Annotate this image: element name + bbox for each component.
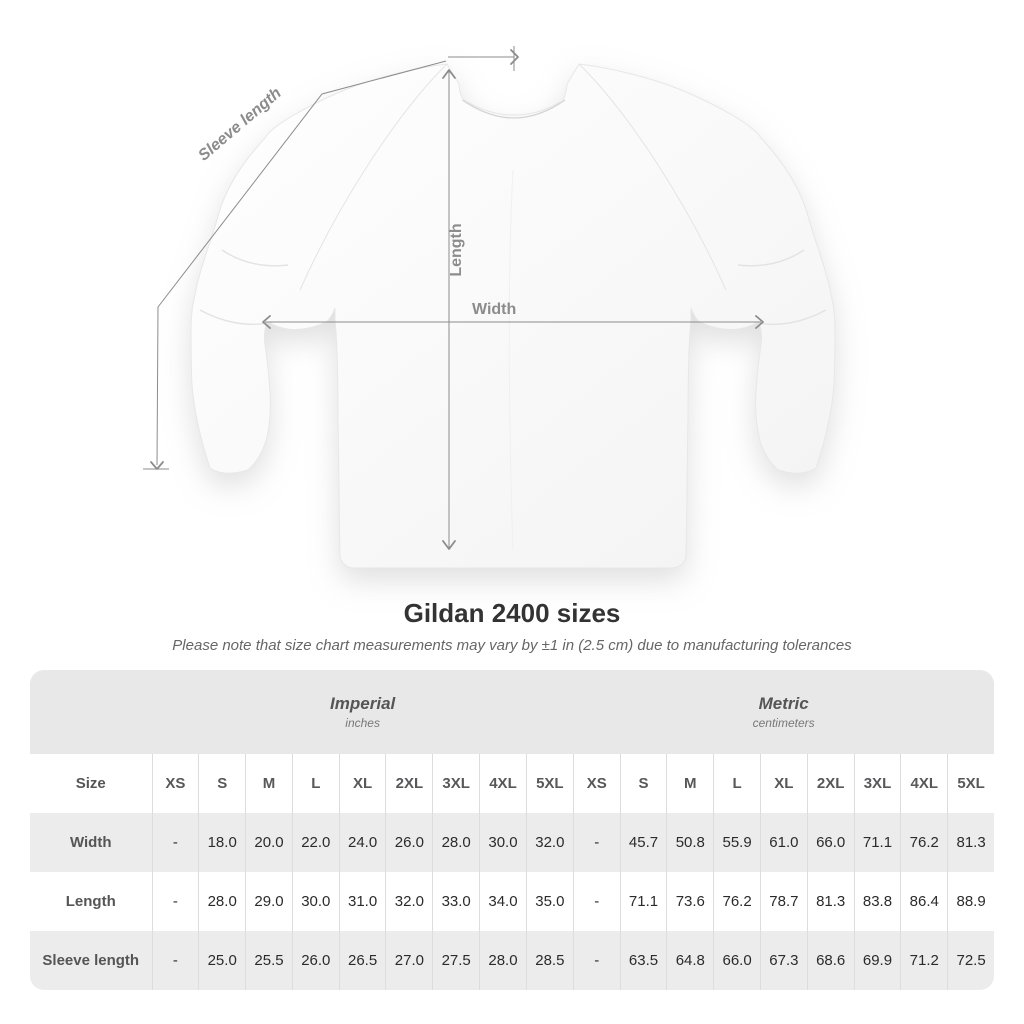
svg-text:Width: Width — [472, 301, 516, 318]
svg-text:Length: Length — [448, 223, 465, 276]
